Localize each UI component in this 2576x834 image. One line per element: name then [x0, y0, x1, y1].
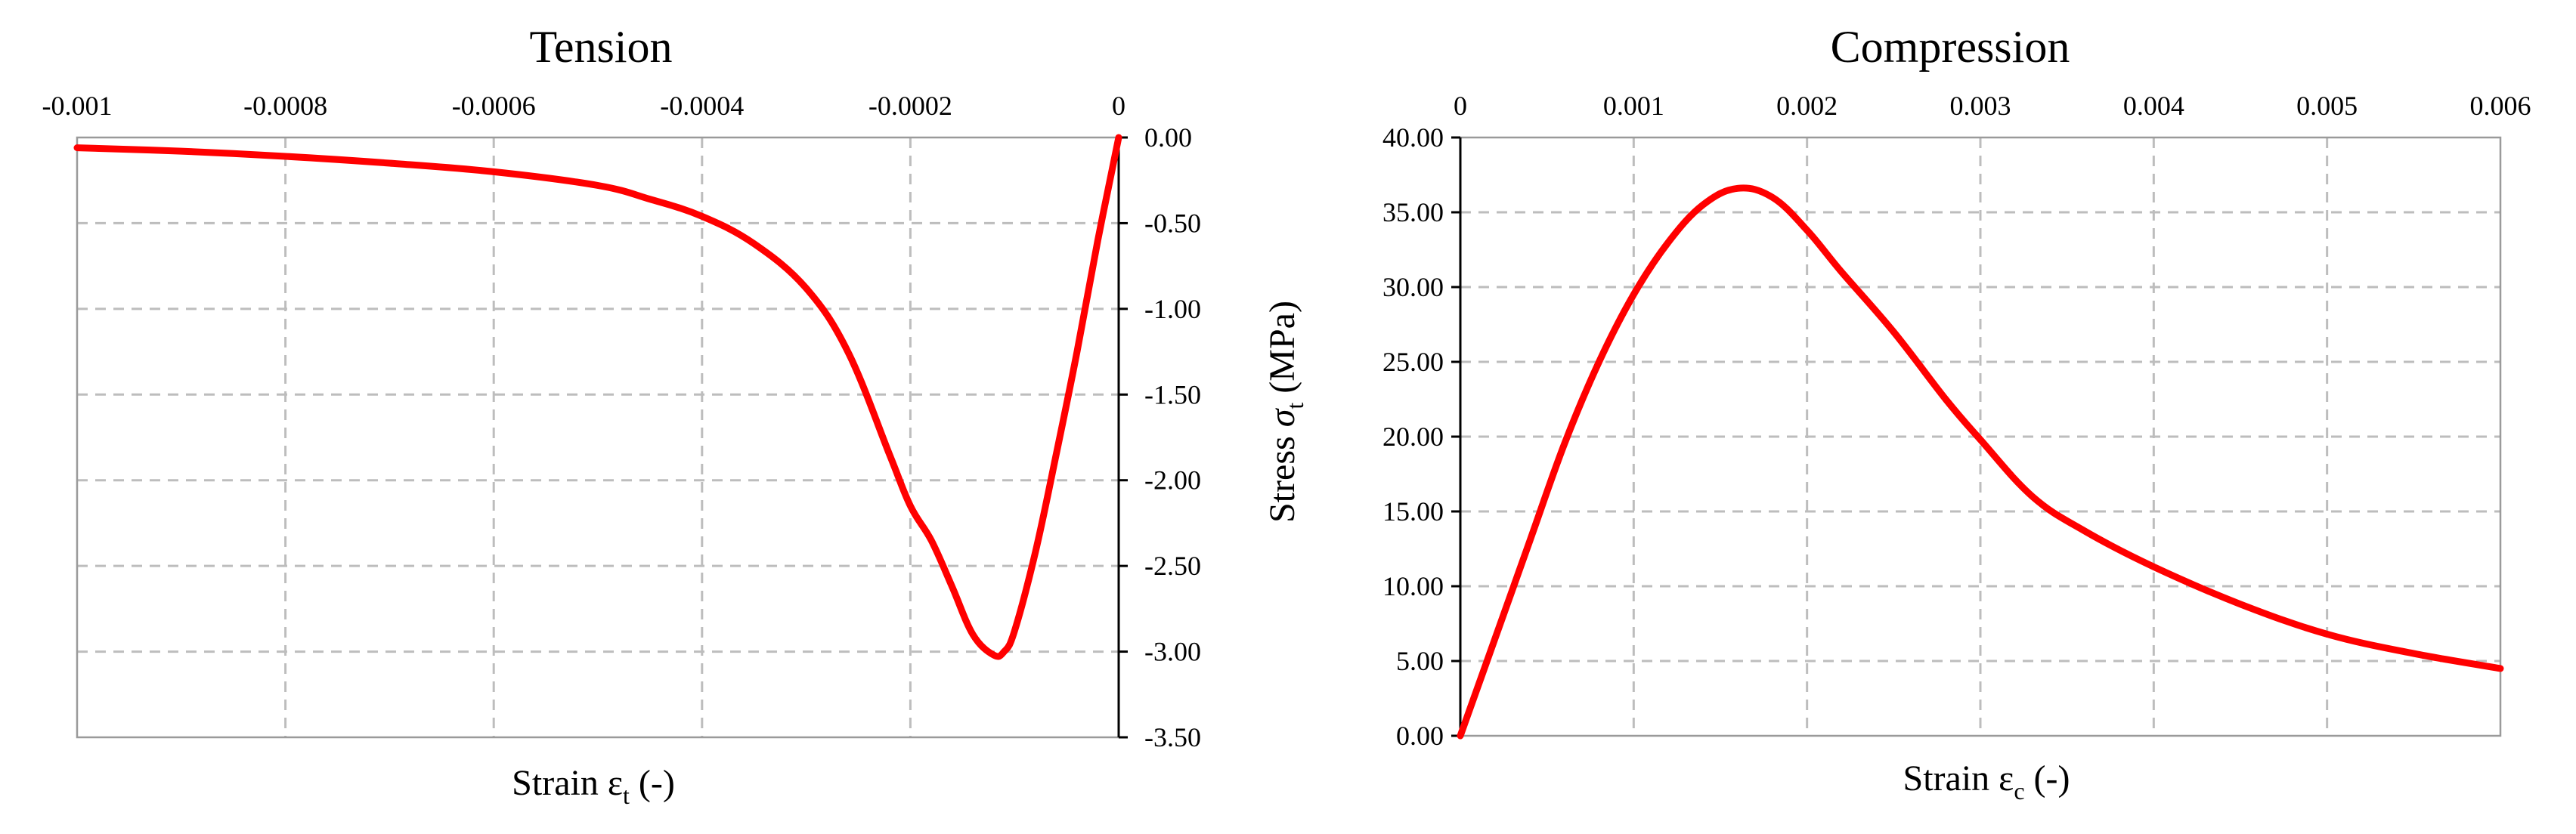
- c-y-tick-label: 25.00: [1382, 347, 1444, 377]
- c-y-tick-label: 40.00: [1382, 122, 1444, 153]
- tension-x-axis-label: Strain εt (-): [512, 763, 675, 809]
- compression-chart: Compression 0 0.001 0.002 0.003 0.004 0.005 0.…: [1262, 22, 2531, 805]
- compression-x-axis-label-sub: c: [2014, 777, 2024, 805]
- compression-y-tick-labels: 0.00 5.00 10.00 15.00 20.00 25.00 30.00 35.00 40…: [1382, 122, 1460, 751]
- tension-title: Tension: [529, 22, 672, 72]
- compression-x-axis-label-suffix: (-): [2034, 758, 2070, 798]
- tension-x-axis-label-text: Strain: [512, 763, 599, 803]
- compression-series-line: [1457, 184, 2504, 740]
- c-x-tick-label: 0.006: [2470, 91, 2531, 121]
- tension-plot-frame: [76, 136, 1120, 739]
- compression-x-axis-label-text: Strain: [1903, 758, 1990, 798]
- c-x-tick-label: 0: [1454, 91, 1467, 121]
- compression-x-axis-label-symbol: ε: [1999, 758, 2014, 798]
- t-y-tick-label: -0.50: [1144, 208, 1201, 238]
- compression-x-axis-label: Strain εc (-): [1903, 758, 2070, 805]
- c-x-tick-label: 0.002: [1776, 91, 1838, 121]
- c-x-tick-label: 0.005: [2296, 91, 2358, 121]
- tension-x-axis-label-suffix: (-): [639, 763, 675, 803]
- c-x-tick-label: 0.004: [2123, 91, 2184, 121]
- tension-y-tick-labels: 0.00 -0.50 -1.00 -1.50 -2.00 -2.50 -3.00 -3.50: [1119, 122, 1201, 752]
- t-x-tick-label: -0.001: [42, 91, 113, 121]
- c-x-tick-label: 0.003: [1950, 91, 2011, 121]
- c-y-tick-label: 10.00: [1382, 571, 1444, 601]
- t-x-tick-label: -0.0006: [452, 91, 536, 121]
- t-x-tick-label: -0.0002: [868, 91, 952, 121]
- c-y-tick-label: 0.00: [1396, 721, 1444, 751]
- t-y-tick-label: 0.00: [1144, 122, 1192, 153]
- compression-y-axis-label: Stress σt (MPa): [1262, 301, 1308, 523]
- t-x-tick-label: -0.0008: [243, 91, 327, 121]
- compression-x-tick-labels: 0 0.001 0.002 0.003 0.004 0.005 0.006: [1454, 91, 2531, 121]
- t-y-tick-label: -3.50: [1144, 722, 1201, 752]
- c-y-tick-label: 15.00: [1382, 496, 1444, 527]
- t-y-tick-label: -2.50: [1144, 551, 1201, 581]
- t-y-tick-label: -1.50: [1144, 379, 1201, 409]
- t-y-tick-label: -1.00: [1144, 294, 1201, 324]
- compression-y-axis-label-suffix: (MPa): [1262, 301, 1302, 394]
- tension-x-axis-label-sub: t: [623, 782, 630, 809]
- c-y-tick-label: 20.00: [1382, 422, 1444, 452]
- tension-x-axis-label-symbol: ε: [608, 763, 623, 803]
- c-x-tick-label: 0.001: [1603, 91, 1664, 121]
- compression-y-axis-label-symbol: σ: [1262, 407, 1302, 427]
- t-x-tick-label: -0.0004: [660, 91, 744, 121]
- compression-title: Compression: [1831, 22, 2070, 72]
- compression-y-axis-label-text: Stress: [1262, 436, 1302, 523]
- tension-x-tick-labels: -0.001 -0.0008 -0.0006 -0.0004 -0.0002 0: [42, 91, 1126, 121]
- tension-chart: Tension -0.001 -0.0008 -0.0006 -0.0004 -0.00…: [42, 22, 1202, 809]
- c-y-tick-label: 35.00: [1382, 197, 1444, 227]
- tension-grid: [77, 137, 1119, 737]
- c-y-tick-label: 30.00: [1382, 272, 1444, 302]
- c-y-tick-label: 5.00: [1396, 646, 1444, 676]
- t-y-tick-label: -2.00: [1144, 465, 1201, 496]
- t-y-tick-label: -3.00: [1144, 637, 1201, 667]
- t-x-tick-label: 0: [1112, 91, 1125, 121]
- tension-series-line: [73, 134, 1122, 660]
- compression-y-axis-label-sub: t: [1281, 403, 1308, 409]
